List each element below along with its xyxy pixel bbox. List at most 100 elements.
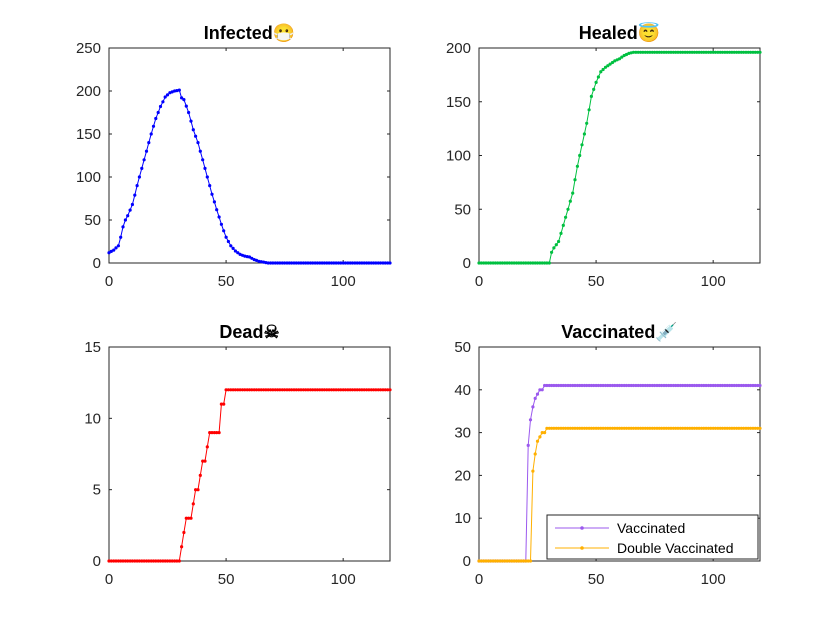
- data-point: [554, 383, 558, 388]
- data-point: [334, 388, 338, 392]
- data-point: [608, 426, 612, 430]
- data-point: [681, 50, 685, 54]
- data-point: [592, 87, 596, 91]
- data-point: [538, 388, 542, 392]
- data-point: [301, 388, 305, 392]
- data-point: [582, 132, 587, 136]
- data-point: [372, 388, 376, 392]
- data-point: [374, 261, 378, 265]
- data-point: [603, 383, 608, 388]
- data-point: [519, 559, 523, 563]
- data-point: [201, 158, 205, 162]
- data-point: [702, 383, 706, 388]
- data-point: [610, 426, 615, 430]
- subplot-2: Healed😇 0 50 100 0 50 100 150 200: [446, 22, 762, 290]
- data-point: [479, 559, 483, 563]
- data-point: [175, 559, 179, 563]
- subplot-title: Healed😇: [579, 22, 660, 43]
- data-point: [704, 50, 708, 54]
- data-point: [158, 104, 163, 109]
- data-point: [704, 383, 708, 388]
- data-point: [388, 261, 392, 265]
- data-point: [358, 261, 362, 265]
- data-point: [582, 426, 587, 430]
- data-point: [290, 261, 294, 265]
- data-point: [217, 431, 221, 435]
- data-point: [165, 93, 170, 97]
- data-point: [269, 261, 273, 265]
- data-point: [512, 261, 516, 265]
- data-point: [201, 459, 205, 463]
- legend-box: [546, 514, 759, 560]
- data-point: [547, 383, 551, 388]
- data-point: [730, 383, 734, 388]
- data-point: [753, 383, 757, 388]
- data-point: [322, 261, 326, 265]
- data-point: [627, 383, 631, 388]
- data-point: [535, 439, 540, 443]
- data-point: [711, 383, 715, 388]
- data-point: [723, 383, 727, 388]
- data-point: [716, 383, 720, 388]
- data-point: [550, 250, 554, 254]
- data-point: [709, 50, 713, 54]
- data-point: [285, 261, 289, 265]
- data-point: [491, 261, 495, 265]
- data-point: [233, 388, 237, 392]
- data-point: [678, 426, 683, 430]
- data-point: [535, 392, 540, 396]
- y-tick-label: 50: [454, 201, 471, 218]
- data-point: [163, 95, 167, 99]
- data-point: [550, 383, 554, 388]
- data-point: [554, 426, 558, 430]
- data-point: [196, 488, 200, 492]
- data-point: [639, 383, 643, 388]
- data-point: [329, 261, 334, 265]
- data-point: [533, 261, 537, 265]
- data-point: [301, 261, 305, 265]
- data-point: [737, 383, 741, 388]
- data-point: [655, 426, 659, 430]
- data-point: [749, 50, 753, 54]
- data-point: [278, 261, 282, 265]
- data-point: [643, 426, 647, 430]
- data-point: [695, 50, 699, 54]
- data-point: [165, 559, 170, 563]
- data-point: [580, 143, 584, 147]
- data-point: [315, 388, 319, 392]
- data-point: [580, 383, 584, 388]
- data-point: [575, 426, 580, 430]
- data-point: [156, 559, 160, 563]
- data-point: [596, 75, 601, 79]
- data-point: [713, 426, 718, 430]
- data-point: [758, 383, 762, 388]
- data-point: [493, 559, 497, 563]
- series-line-1: [107, 88, 392, 265]
- subplot-1: Infected😷 0 50 100 0 50 100 150 200 250: [76, 23, 392, 290]
- data-point: [660, 383, 664, 388]
- data-point: [231, 246, 235, 250]
- data-point: [292, 261, 296, 265]
- data-point: [144, 559, 149, 563]
- data-point: [362, 261, 366, 265]
- data-point: [713, 383, 718, 388]
- data-point: [353, 388, 357, 392]
- data-point: [531, 261, 535, 265]
- data-point: [177, 559, 181, 563]
- data-point: [243, 388, 247, 392]
- data-point: [191, 502, 195, 506]
- data-point: [758, 426, 762, 430]
- data-point: [493, 261, 497, 265]
- data-point: [273, 261, 277, 265]
- y-tick-label: 50: [454, 339, 471, 356]
- data-point: [737, 50, 741, 54]
- data-point: [643, 50, 647, 54]
- data-point: [629, 383, 633, 388]
- subplot-3: Dead☠ 0 50 100 0 5 10 15: [84, 322, 392, 588]
- data-point: [615, 426, 619, 430]
- data-point: [369, 388, 373, 392]
- data-point: [219, 222, 223, 226]
- data-point: [170, 559, 174, 563]
- subplot-title: Infected😷: [204, 23, 295, 43]
